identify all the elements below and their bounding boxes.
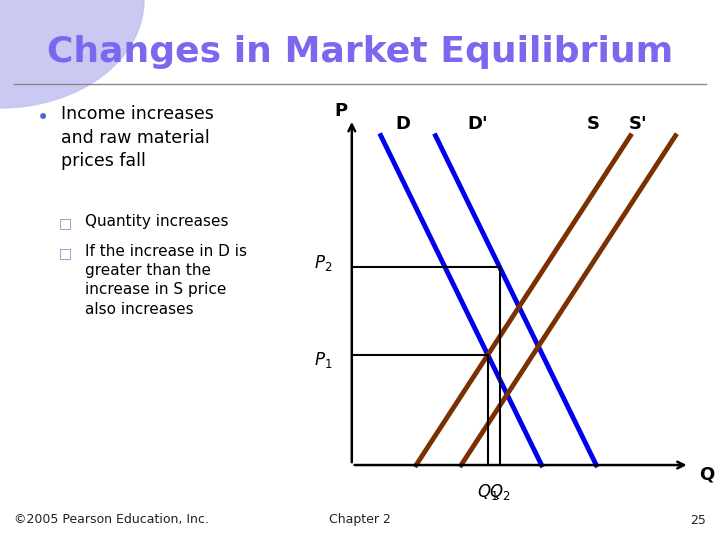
Text: 25: 25	[690, 514, 706, 526]
Text: Quantity increases: Quantity increases	[85, 214, 228, 230]
Text: Changes in Market Equilibrium: Changes in Market Equilibrium	[47, 35, 673, 69]
Text: S': S'	[629, 115, 647, 133]
Text: P: P	[334, 102, 347, 120]
Text: •: •	[37, 108, 50, 128]
Text: S: S	[587, 115, 600, 133]
Text: Q: Q	[699, 466, 714, 484]
Text: Income increases
and raw material
prices fall: Income increases and raw material prices…	[61, 105, 214, 171]
Text: D': D'	[467, 115, 487, 133]
Text: Chapter 2: Chapter 2	[329, 514, 391, 526]
Text: $P_1$: $P_1$	[314, 350, 333, 370]
Text: ©2005 Pearson Education, Inc.: ©2005 Pearson Education, Inc.	[14, 514, 210, 526]
Text: $Q_1$: $Q_1$	[477, 482, 498, 502]
Text: $P_2$: $P_2$	[314, 253, 333, 273]
Text: □: □	[59, 216, 72, 230]
Text: $Q_2$: $Q_2$	[489, 482, 510, 502]
Text: □: □	[59, 246, 72, 260]
Text: D: D	[396, 115, 410, 133]
Circle shape	[0, 0, 144, 108]
Text: If the increase in D is
greater than the
increase in S price
also increases: If the increase in D is greater than the…	[85, 244, 247, 316]
